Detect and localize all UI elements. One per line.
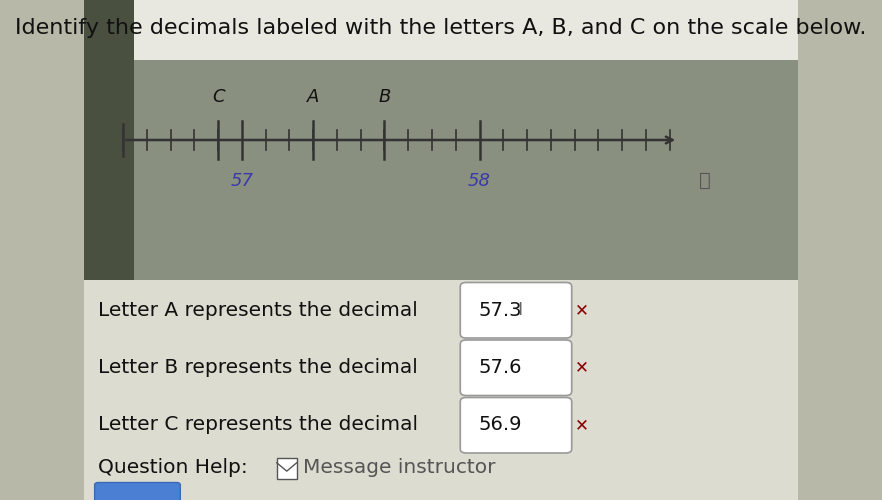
FancyBboxPatch shape xyxy=(460,282,572,338)
Text: ✕: ✕ xyxy=(575,358,588,376)
Text: Question Help:: Question Help: xyxy=(98,458,248,477)
Text: 56.9: 56.9 xyxy=(479,416,522,434)
Text: Message instructor: Message instructor xyxy=(303,458,496,477)
Text: 57.6: 57.6 xyxy=(479,358,522,377)
Text: Letter A represents the decimal: Letter A represents the decimal xyxy=(98,300,418,320)
FancyBboxPatch shape xyxy=(460,340,572,396)
FancyBboxPatch shape xyxy=(460,398,572,453)
Text: C: C xyxy=(212,88,225,106)
Text: A: A xyxy=(307,88,319,106)
Text: Letter C represents the decimal: Letter C represents the decimal xyxy=(98,416,418,434)
Text: ✕: ✕ xyxy=(575,416,588,434)
FancyBboxPatch shape xyxy=(94,482,180,500)
Text: B: B xyxy=(378,88,391,106)
Text: 58: 58 xyxy=(468,172,491,190)
Text: I: I xyxy=(517,301,522,319)
Text: Letter B represents the decimal: Letter B represents the decimal xyxy=(98,358,418,377)
Text: ✕: ✕ xyxy=(575,301,588,319)
Text: 🔍: 🔍 xyxy=(699,170,711,190)
FancyBboxPatch shape xyxy=(84,0,798,60)
Text: Identify the decimals labeled with the letters A, B, and C on the scale below.: Identify the decimals labeled with the l… xyxy=(15,18,867,38)
Text: 57: 57 xyxy=(230,172,253,190)
Text: 57.3: 57.3 xyxy=(479,300,522,320)
FancyBboxPatch shape xyxy=(84,0,134,280)
FancyBboxPatch shape xyxy=(84,0,798,280)
FancyBboxPatch shape xyxy=(84,280,798,500)
FancyBboxPatch shape xyxy=(277,458,296,478)
